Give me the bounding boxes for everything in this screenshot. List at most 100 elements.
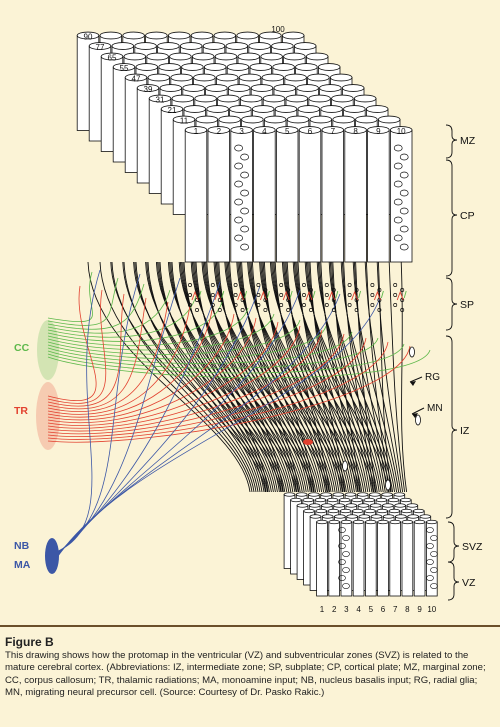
front-cortical-column	[275, 126, 299, 263]
radial-glia-fiber	[181, 261, 290, 493]
subplate-neuron	[400, 288, 405, 292]
subplate-neuron	[309, 308, 313, 312]
zone-bracket	[447, 561, 460, 601]
radial-glia-fiber	[215, 261, 307, 493]
input-label-ma: MA	[14, 559, 31, 571]
vz-column	[377, 519, 389, 597]
vz-column-number: 1	[320, 605, 325, 614]
radial-glia-fiber	[273, 261, 340, 493]
diagonal-column-number: 65	[108, 54, 117, 63]
red-terminal	[259, 290, 267, 301]
zone-bracket	[445, 277, 458, 331]
radial-glia-fiber	[169, 261, 288, 493]
front-column-number: 8	[353, 127, 358, 136]
subplate-neuron	[233, 293, 238, 297]
cell-chain-oval	[234, 180, 243, 188]
radial-glia-fiber	[249, 261, 336, 493]
thalamic-axon	[47, 317, 257, 424]
green-terminal	[221, 290, 225, 299]
pointer-line	[409, 376, 423, 383]
vz-cell-oval	[426, 527, 434, 533]
subplate-neuron	[195, 288, 199, 292]
vz-cell-oval	[342, 567, 350, 573]
subplate-neuron	[217, 288, 222, 292]
subplate-neuron	[233, 283, 238, 287]
radial-glia-fiber	[179, 261, 301, 493]
subplate-neuron	[354, 288, 359, 292]
input-label-cc: CC	[14, 342, 30, 354]
radial-glia-fiber	[99, 261, 253, 493]
front-cortical-column	[230, 126, 253, 263]
fiber-layer	[36, 261, 431, 574]
subplate-neuron	[188, 293, 192, 297]
tr-terminal	[303, 439, 313, 445]
cell-chain-oval	[240, 243, 249, 251]
subplate-neuron	[233, 303, 238, 307]
green-terminal	[312, 290, 316, 299]
vz-cell-oval	[342, 583, 350, 589]
radial-glia-fiber	[205, 261, 294, 493]
green-terminal	[358, 290, 362, 299]
green-terminal	[403, 290, 407, 299]
radial-glia-fiber	[122, 261, 268, 493]
front-cortical-column	[253, 126, 276, 263]
radial-glia-fiber	[202, 261, 317, 493]
thalamic-axon	[47, 297, 147, 410]
subplate-neuron	[302, 283, 306, 287]
radial-glia-fiber	[308, 261, 357, 493]
subplate-neuron	[370, 293, 375, 297]
subplate-neuron	[324, 283, 329, 287]
vz-cell-oval	[430, 551, 438, 557]
red-terminal	[328, 290, 336, 301]
subplate-neuron	[195, 308, 199, 312]
thalamic-axon	[47, 333, 345, 435]
radial-glia-fiber	[155, 261, 297, 493]
modulatory-axon	[55, 297, 381, 560]
vz-cell-oval	[430, 535, 438, 541]
radial-glia-fiber	[259, 261, 361, 493]
front-cortical-column	[298, 126, 322, 263]
subplate-neuron	[286, 308, 291, 312]
cell-chain-oval	[234, 234, 243, 242]
cell-chain-oval	[399, 171, 409, 179]
radial-glia-fiber	[286, 261, 331, 493]
figure-title: Figure B	[5, 635, 54, 649]
radial-glia-fiber	[316, 261, 394, 493]
radial-glia-fiber	[250, 261, 325, 493]
red-terminal	[305, 290, 313, 301]
vz-column	[389, 519, 402, 597]
cell-chain-oval	[393, 144, 403, 152]
cell-chain-oval	[234, 216, 243, 224]
callosal-axon	[47, 301, 223, 342]
subplate-neuron	[324, 293, 329, 297]
subplate-neuron	[256, 283, 261, 287]
diagonal-column-number: 77	[96, 43, 105, 52]
radial-glia-fiber	[224, 261, 343, 493]
vz-column-number: 8	[405, 605, 410, 614]
cell-chain-oval	[240, 153, 249, 161]
radial-glia-fiber	[183, 261, 267, 493]
vz-column	[316, 519, 328, 597]
vz-column-number: 9	[417, 605, 422, 614]
vz-cell-oval	[338, 559, 346, 565]
radial-glia-fiber	[182, 261, 278, 493]
front-cortical-column	[184, 126, 208, 263]
callosal-axon	[47, 307, 249, 346]
vz-cell-oval	[426, 575, 434, 581]
subplate-neuron	[370, 283, 375, 287]
zone-label-svz: SVZ	[462, 541, 483, 553]
zone-bracket	[447, 521, 460, 563]
diagonal-column-number: 21	[168, 106, 177, 115]
front-cortical-column	[367, 126, 390, 263]
thalamic-axon	[47, 337, 367, 437]
callosal-axon	[47, 289, 171, 334]
front-column-number: 1	[194, 127, 199, 136]
subplate-neuron	[347, 293, 352, 297]
radial-glia-fiber	[171, 261, 265, 493]
radial-glia-fiber	[305, 261, 380, 493]
front-column-number: 4	[262, 127, 267, 136]
front-column-number: 6	[308, 127, 313, 136]
front-cortical-column	[207, 126, 231, 263]
